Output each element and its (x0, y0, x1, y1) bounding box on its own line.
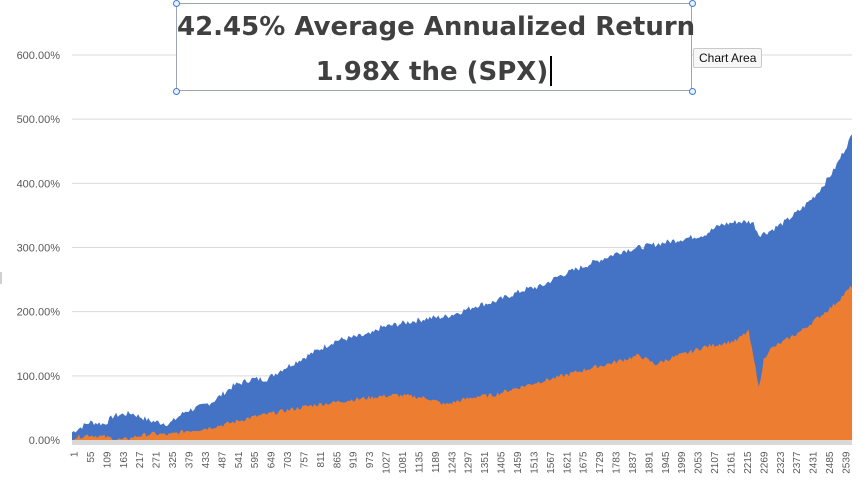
x-tick-label: 2053 (694, 451, 705, 474)
x-tick-label: 1891 (644, 451, 655, 474)
x-tick-label: 487 (217, 451, 228, 468)
x-tick-label: 2269 (759, 451, 770, 474)
series-area-strategy[interactable] (72, 134, 852, 440)
x-tick-label: 433 (201, 451, 212, 468)
x-tick-label: 541 (234, 451, 245, 468)
x-tick-label: 2215 (743, 451, 754, 474)
x-tick-label: 1189 (431, 451, 442, 473)
x-tick-label: 1405 (497, 451, 508, 474)
x-tick-label: 2107 (710, 451, 721, 474)
x-tick-label: 1243 (447, 451, 458, 474)
x-tick-label: 2161 (727, 451, 738, 474)
resize-handle-top-right[interactable] (689, 0, 696, 7)
resize-handle-top-left[interactable] (173, 0, 180, 7)
x-tick-label: 2485 (825, 451, 836, 474)
x-tick-label: 595 (250, 451, 261, 468)
x-tick-label: 1999 (677, 451, 688, 474)
resize-handle-bottom-right[interactable] (689, 88, 696, 95)
x-tick-label: 2323 (776, 451, 787, 474)
resize-handle-bottom-left[interactable] (173, 88, 180, 95)
x-tick-label: 757 (299, 451, 310, 468)
x-tick-label: 2377 (792, 451, 803, 474)
x-tick-label: 1945 (661, 451, 672, 474)
x-tick-label: 649 (267, 451, 278, 468)
x-tick-label: 1135 (414, 451, 425, 473)
x-tick-label: 1621 (562, 451, 573, 474)
x-tick-label: 919 (349, 451, 360, 468)
series-area-spx[interactable] (72, 285, 852, 440)
x-tick-label: 271 (152, 451, 163, 468)
text-cursor (550, 56, 553, 86)
x-tick-label: 1567 (546, 451, 557, 474)
x-tick-label: 1027 (382, 451, 393, 474)
x-tick-label: 325 (168, 451, 179, 468)
x-tick-label: 1837 (628, 451, 639, 474)
y-tick-label: 200.00% (17, 307, 61, 319)
x-tick-label: 1 (70, 451, 81, 457)
x-tick-label: 811 (316, 451, 327, 467)
x-tick-label: 379 (184, 451, 195, 468)
x-tick-label: 217 (135, 451, 146, 468)
chart-edge-handle[interactable] (0, 272, 2, 284)
x-tick-label: 1513 (529, 451, 540, 474)
x-tick-label: 55 (86, 451, 97, 463)
x-tick-label: 1351 (480, 451, 491, 474)
y-tick-label: 600.00% (17, 50, 61, 62)
chart-title-line-1: 42.45% Average Annualized Return (177, 12, 696, 42)
y-tick-label: 500.00% (17, 114, 61, 126)
x-axis-baseline (72, 440, 852, 445)
x-tick-label: 1081 (398, 451, 409, 474)
chart-title-line-2-text: 1.98X the (SPX) (315, 57, 549, 87)
chart-area-tooltip: Chart Area (693, 48, 763, 68)
x-tick-label: 2539 (842, 451, 853, 474)
y-tick-label: 100.00% (17, 371, 61, 383)
x-tick-label: 865 (332, 451, 343, 468)
x-tick-label: 703 (283, 451, 294, 468)
x-tick-label: 1297 (464, 451, 475, 474)
x-tick-label: 1459 (513, 451, 524, 474)
x-tick-label: 1675 (579, 451, 590, 474)
x-tick-label: 973 (365, 451, 376, 468)
chart-title-line-2: 1.98X the (SPX) (177, 56, 691, 87)
x-tick-label: 2431 (809, 451, 820, 474)
y-tick-label: 400.00% (17, 178, 61, 190)
x-tick-label: 163 (119, 451, 130, 468)
x-tick-label: 1783 (612, 451, 623, 474)
y-tick-label: 300.00% (17, 243, 61, 255)
x-tick-label: 109 (102, 451, 113, 468)
x-tick-label: 1729 (595, 451, 606, 474)
y-tick-label: 0.00% (29, 435, 60, 447)
chart-title-box[interactable]: 42.45% Average Annualized Return 1.98X t… (176, 3, 696, 91)
